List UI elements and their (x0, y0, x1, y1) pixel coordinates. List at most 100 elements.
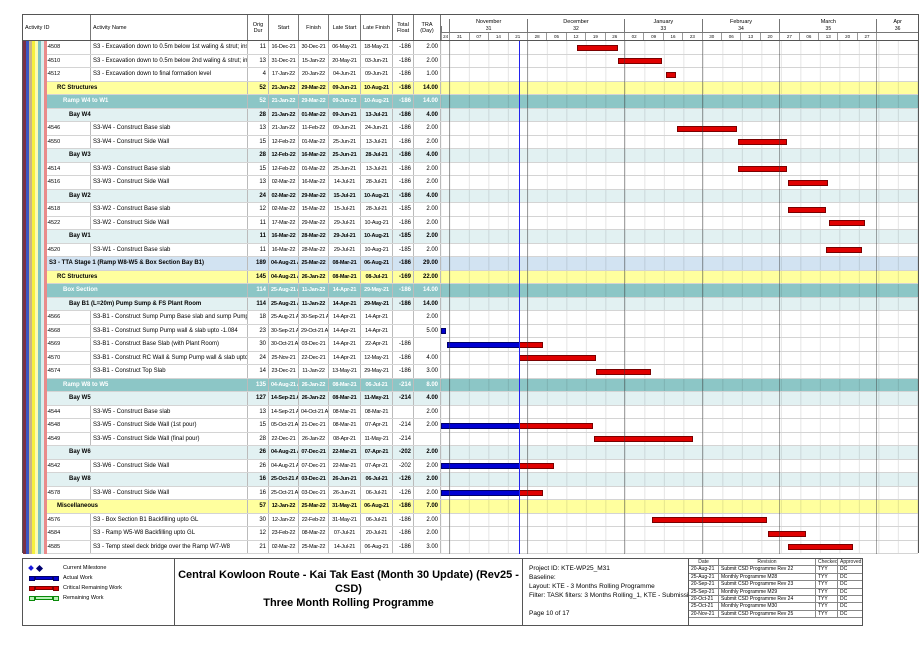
month-number-cell (441, 26, 449, 32)
column-header-late-finish: Late Finish (361, 15, 393, 40)
bar-end-icon (53, 585, 59, 591)
cell-tra (414, 432, 441, 445)
revision-row: 20-Sep-21 Submit CSD Programme Rev 23 TYY D… (689, 581, 862, 589)
cell-dur: 30 (248, 338, 269, 351)
cell-float: -186 (393, 540, 414, 553)
cell-start: 12-Jan-22 (269, 500, 299, 513)
cell-start: 04-Aug-21 A (269, 459, 299, 472)
cell-tra: 2.00 (414, 311, 441, 324)
revision-row: 25-Oct-21 Monthly Programme M30 TYY DC (689, 603, 862, 611)
cell-late-start: 26-Jun-21 (329, 486, 361, 499)
cell-dur: 28 (248, 432, 269, 445)
cell-activity-id: 4-4520 (23, 243, 91, 256)
group-label: Bay W5 (23, 392, 248, 405)
cell-tra: 14.00 (414, 81, 441, 94)
revision-table: Date Revision Checked Approved 20-Aug-21 Subm… (689, 559, 862, 625)
group-label: RC Structures (23, 81, 248, 94)
cell-dur: 26 (248, 446, 269, 459)
cell-late-start: 22-Mar-21 (329, 446, 361, 459)
cell-finish: 01-Mar-22 (299, 162, 329, 175)
cell-dur: 21 (248, 540, 269, 553)
cell-late-finish: 06-Aug-21 (361, 257, 393, 270)
cell-late-finish: 06-Aug-21 (361, 540, 393, 553)
gantt-chart-cell (441, 513, 918, 526)
gantt-chart-cell (441, 108, 918, 121)
gantt-chart-cell (441, 473, 918, 486)
month-number-cell: 34 (701, 26, 780, 32)
cell-activity-id: 4-4569 (23, 338, 91, 351)
cell-start: 21-Jan-22 (269, 95, 299, 108)
legend-label: Actual Work (63, 575, 93, 581)
cell-tra: 2.00 (414, 527, 441, 540)
cell-start: 12-Feb-22 (269, 149, 299, 162)
cell-start: 02-Mar-22 (269, 176, 299, 189)
gantt-chart-cell (441, 311, 918, 324)
gantt-chart-cell (441, 297, 918, 310)
revision-row: 25-Aug-21 Monthly Programme M28 TYY DC (689, 573, 862, 582)
cell-float: -186 (393, 527, 414, 540)
cell-finish: 29-Mar-22 (299, 81, 329, 94)
cell-tra: 29.00 (414, 257, 441, 270)
week-cell: 05 (546, 33, 565, 40)
cell-start: 04-Aug-21 A (269, 378, 299, 391)
cell-finish: 07-Dec-21 (299, 446, 329, 459)
cell-float: -186 (393, 162, 414, 175)
revision-cell: 20-Nov-21 (689, 610, 719, 618)
column-header-total-float: Total Float (393, 15, 414, 40)
week-cell: 06 (721, 33, 740, 40)
cell-activity-id: 4-4584 (23, 527, 91, 540)
revision-cell: TYY (816, 595, 838, 603)
week-cell: 16 (662, 33, 682, 40)
cell-finish: 29-Mar-22 (299, 95, 329, 108)
cell-float: -202 (393, 459, 414, 472)
revision-cell: 20-Sep-21 (689, 581, 719, 588)
revision-row: 25-Sep-21 Monthly Programme M29 TYY DC (689, 588, 862, 596)
critical-work-bar (829, 220, 865, 226)
cell-float: -186 (393, 122, 414, 135)
timeline-weeks-row: 24 31 07 14 21 28 05 12 19 26 02 09 16 23 30 06 13 20 27 06… (441, 32, 918, 40)
critical-work-bar (651, 517, 768, 523)
cell-float: -186 (393, 68, 414, 81)
cell-late-finish: 29-May-21 (361, 297, 393, 310)
cell-activity-id: 4-4549 (23, 432, 91, 445)
group-row: S3 - TTA Stage 1 (Ramp W8-W5 & Box Secti… (23, 257, 918, 271)
cell-dur: 127 (248, 392, 269, 405)
table-body: 4-4508 S3 - Excavation down to 0.5m below… (23, 41, 918, 554)
cell-start: 12-Feb-22 (269, 162, 299, 175)
cell-dur: 52 (248, 81, 269, 94)
column-headers: Activity ID Activity Name Orig Dur Start Fin… (23, 15, 441, 40)
cell-float: -186 (393, 338, 414, 351)
group-label: Bay W1 (23, 230, 248, 243)
cell-late-finish: 06-Jul-21 (361, 513, 393, 526)
cell-float: -186 (393, 365, 414, 378)
table-header: Activity ID Activity Name Orig Dur Start Fin… (23, 15, 918, 41)
cell-tra: 2.00 (414, 162, 441, 175)
revision-header-approved: Approved (840, 559, 862, 565)
cell-finish: 11-Jan-22 (299, 297, 329, 310)
cell-dur: 145 (248, 270, 269, 283)
cell-tra: 3.00 (414, 365, 441, 378)
cell-dur: 30 (248, 513, 269, 526)
cell-dur: 11 (248, 243, 269, 256)
activity-row: 4-4549 S3-W5 - Construct Side Wall (final… (23, 432, 918, 446)
cell-activity-name: S3-W5 - Construct Side Wall (final pour) (91, 432, 248, 445)
cell-late-finish: 28-Jul-21 (361, 176, 393, 189)
cell-float: -186 (393, 284, 414, 297)
cell-finish: 26-Jan-22 (299, 432, 329, 445)
cell-late-start: 14-Apr-21 (329, 284, 361, 297)
revision-cell: TYY (816, 603, 838, 610)
gantt-table: Activity ID Activity Name Orig Dur Start Fin… (22, 14, 919, 554)
cell-tra: 2.00 (414, 446, 441, 459)
cell-late-finish: 28-Jul-21 (361, 149, 393, 162)
group-label: Box Section (23, 284, 248, 297)
gantt-chart-cell (441, 365, 918, 378)
group-row: Bay B1 (L=20m) Pump Sump & FS Plant Room… (23, 297, 918, 311)
cell-start: 25-Aug-21 A (269, 284, 299, 297)
group-row: Bay W2 24 02-Mar-22 29-Mar-22 15-Jul-21 10-Au… (23, 189, 918, 203)
month-number-cell: 36 (876, 26, 918, 32)
activity-row: 4-4568 S3-B1 - Construct Sump Pump wall &… (23, 324, 918, 338)
cell-late-finish: 06-Jul-21 (361, 378, 393, 391)
cell-dur: 24 (248, 189, 269, 202)
cell-activity-id: 4-4518 (23, 203, 91, 216)
gantt-chart-cell (441, 446, 918, 459)
